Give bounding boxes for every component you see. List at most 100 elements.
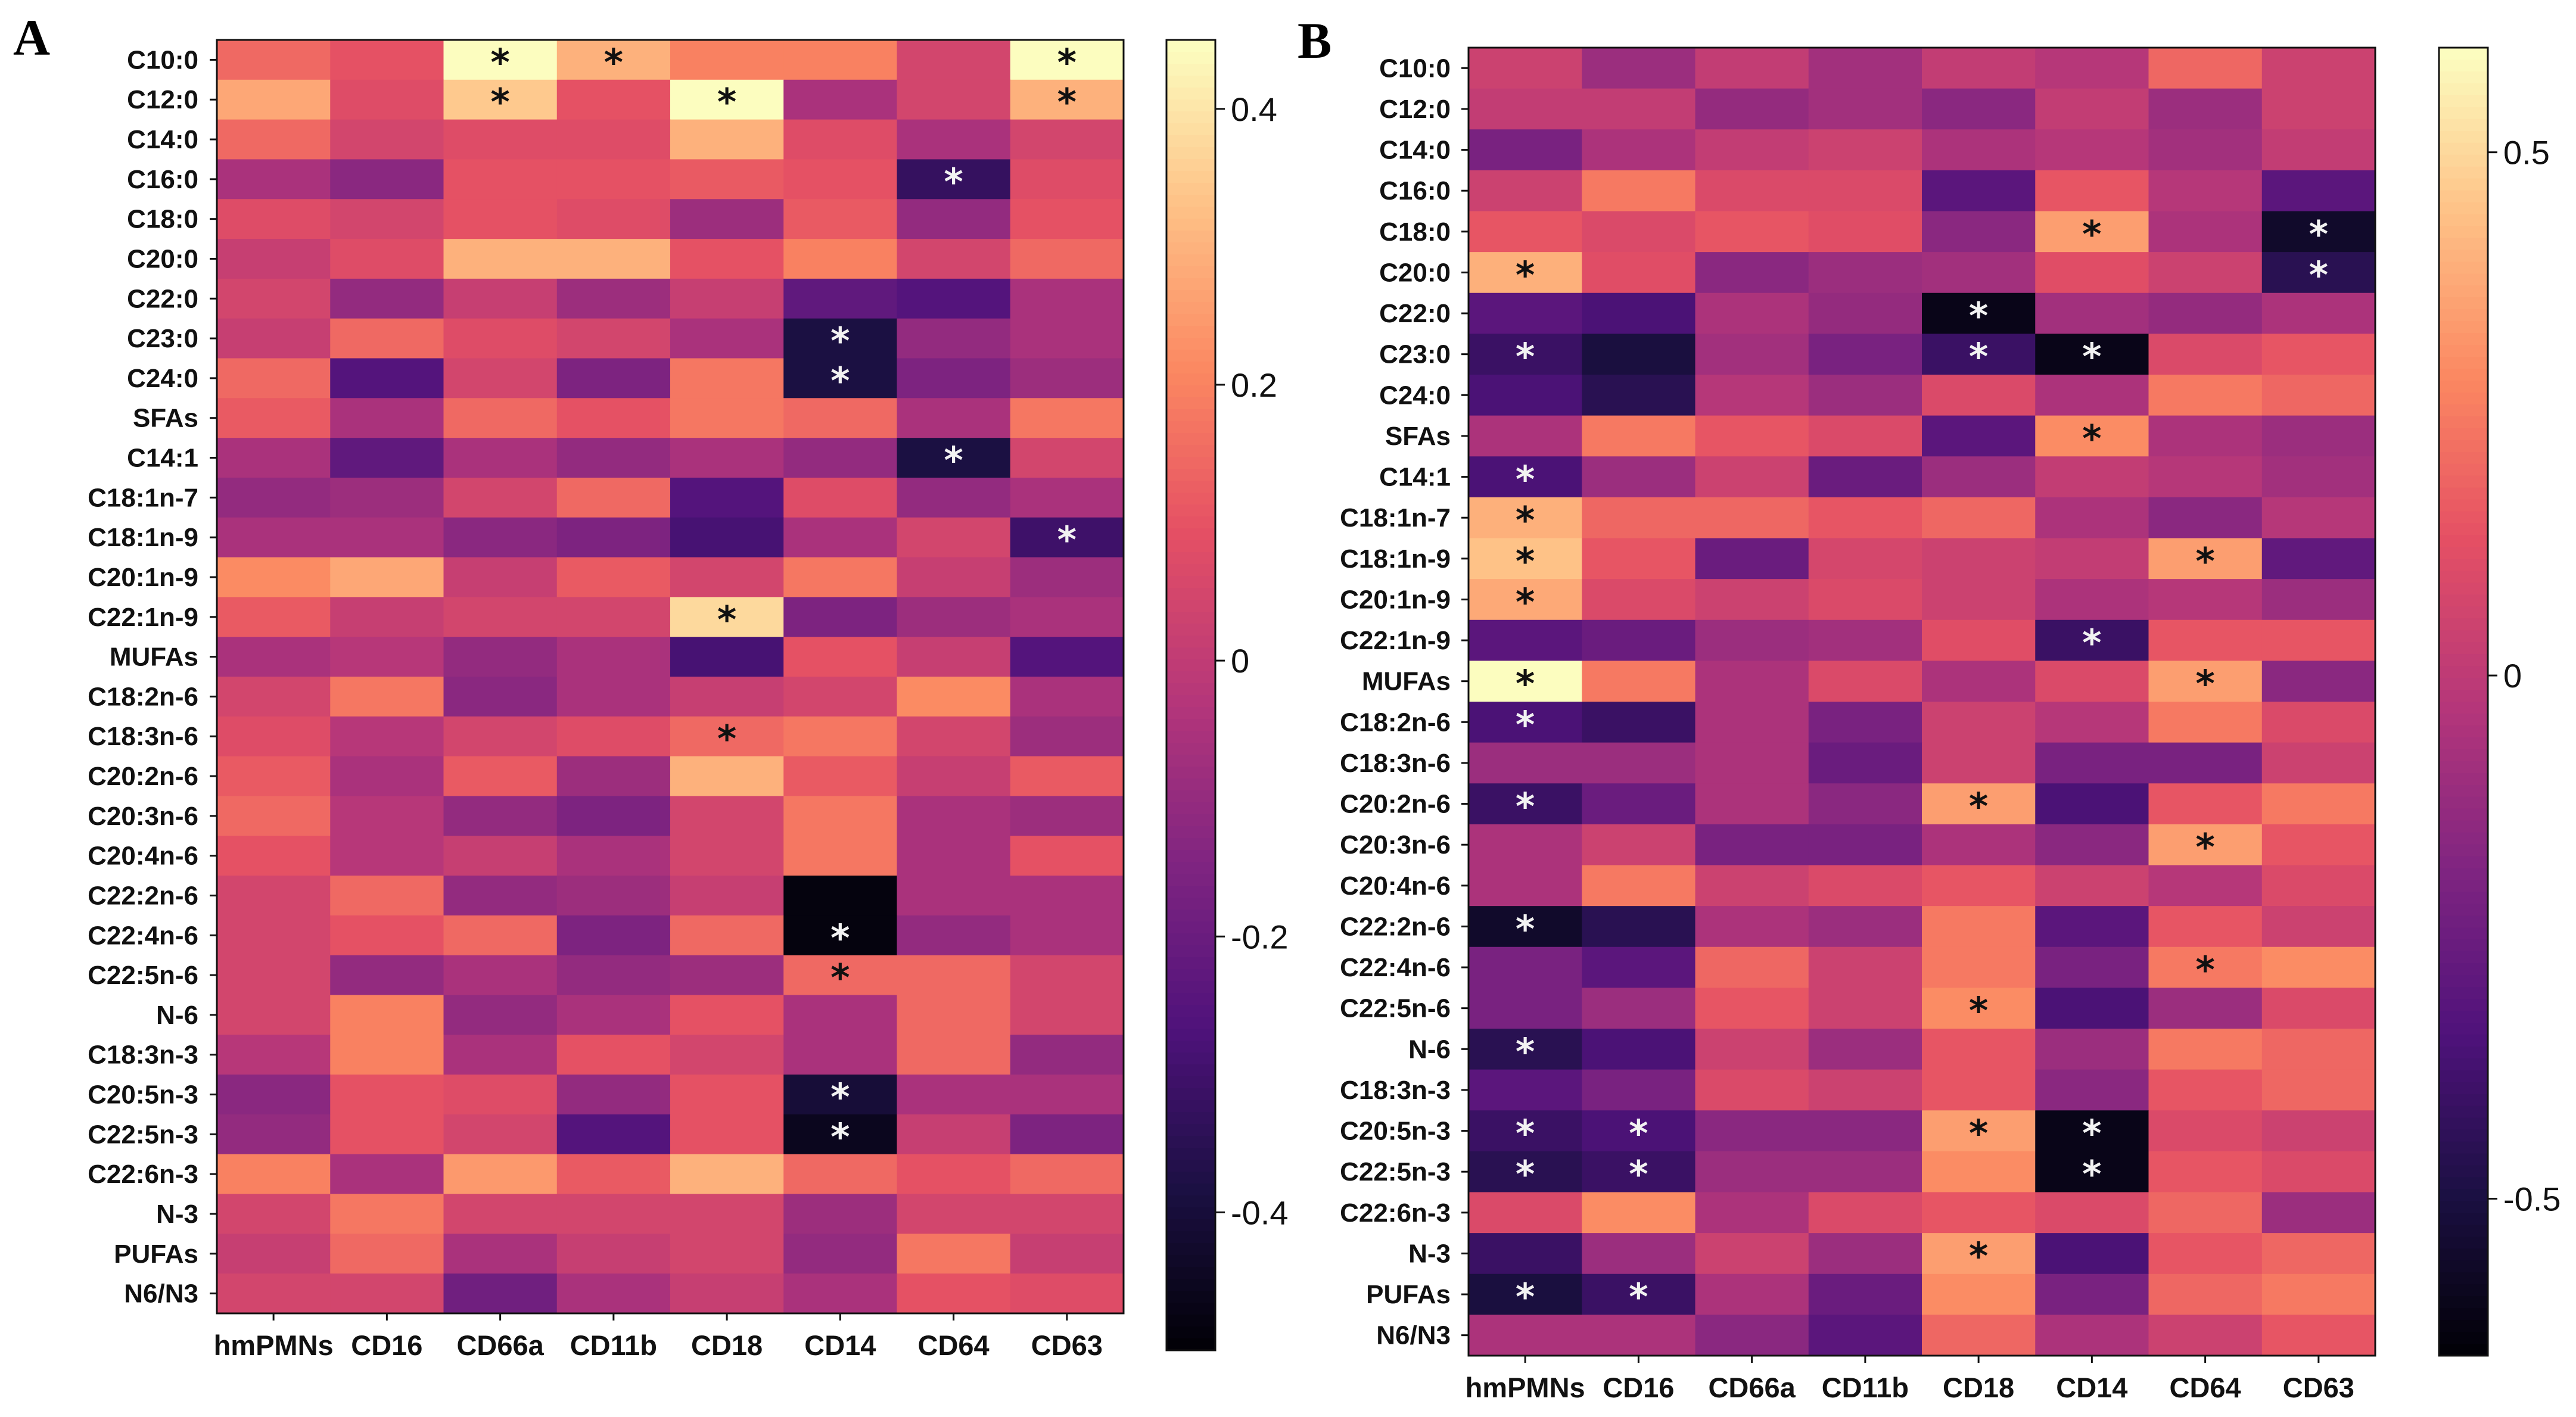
heatmap-cell [1469,1029,1582,1070]
heatmap-cell [1808,252,1922,294]
heatmap-cell [1808,292,1922,334]
colorbar-segment [2439,963,2488,976]
heatmap-cell [2148,170,2263,212]
heatmap-cell [1010,199,1124,239]
colorbar-segment [1166,1136,1215,1148]
significance-star: * [717,80,736,124]
heatmap-cell [783,239,898,279]
colorbar-segment [1166,433,1215,446]
column-label: CD63 [1031,1329,1103,1361]
heatmap-cell [2261,415,2376,457]
colorbar-segment [2439,440,2488,453]
row-label: N-6 [1408,1035,1451,1064]
colorbar-segment [2439,868,2488,881]
colorbar-segment [2439,547,2488,560]
colorbar-segment [1166,981,1215,994]
heatmap-cell [670,1075,784,1115]
heatmap-cell [330,40,444,80]
significance-star: * [1516,907,1535,951]
row-label: C20:3n-6 [1340,830,1451,859]
colorbar-segment [1166,707,1215,720]
colorbar-segment [1166,99,1215,112]
colorbar-segment [2439,202,2488,215]
heatmap-cell [556,1194,671,1234]
heatmap-cell [1695,1273,1809,1315]
heatmap-cell [443,477,558,518]
heatmap-cell [2261,211,2376,253]
significance-star: * [2309,213,2328,256]
heatmap-cell [1010,438,1124,478]
heatmap-cell [897,79,1011,120]
heatmap-cell [1582,579,1696,621]
colorbar-segment [1166,111,1215,124]
heatmap-cell [1695,619,1809,661]
heatmap-cell [1695,334,1809,375]
heatmap-cell [2035,824,2149,866]
heatmap-cell [1922,946,2036,988]
row-label: SFAs [133,404,198,433]
heatmap-cell [556,477,671,518]
heatmap-cell [1808,1192,1922,1234]
heatmap-cell [2035,1069,2149,1111]
colorbar-segment [1166,921,1215,934]
column-label: hmPMNs [214,1329,334,1361]
heatmap-cell [330,876,444,916]
heatmap-cell [1582,497,1696,539]
colorbar-segment [1166,40,1215,52]
heatmap-cell [670,955,784,996]
row-label: C14:1 [127,444,198,473]
colorbar-segment [1166,516,1215,529]
colorbar-segment [2439,666,2488,678]
heatmap-cell [217,159,331,200]
row-label: C22:4n-6 [88,921,198,950]
heatmap-cell [217,1035,331,1075]
significance-star: * [830,956,850,999]
significance-star: * [944,439,963,482]
heatmap-cell [1808,988,1922,1029]
row-label: C16:0 [127,165,198,194]
colorbar-tick-label: -0.5 [2503,1180,2561,1217]
colorbar-segment [1166,481,1215,493]
row-label: C22:5n-6 [1340,994,1451,1023]
colorbar-segment [2439,1272,2488,1285]
heatmap-cell [1922,538,2036,580]
heatmap-cell [1808,1233,1922,1275]
colorbar-segment [2439,1034,2488,1047]
heatmap-cell [1010,477,1124,518]
heatmap-cell [2148,579,2263,621]
colorbar-segment [1166,1148,1215,1160]
heatmap-cell [2261,1069,2376,1111]
heatmap-cell [670,119,784,160]
heatmap-cell [2148,1273,2263,1315]
colorbar-segment [1166,933,1215,946]
colorbar-segment [1166,445,1215,457]
heatmap-cell [1010,557,1124,597]
heatmap-cell [1922,48,2036,89]
heatmap-cell [1922,1192,2036,1234]
row-label: N6/N3 [124,1279,198,1309]
heatmap-cell [1469,211,1582,253]
heatmap-cell [2261,129,2376,171]
heatmap-cell [1469,1110,1582,1152]
heatmap-cell [783,1035,898,1075]
heatmap-cell [1582,1029,1696,1070]
heatmap-cell [1010,79,1124,120]
colorbar-segment [1166,790,1215,803]
significance-star: * [717,598,736,641]
heatmap-cell [217,756,331,797]
column-label: CD11b [570,1329,657,1361]
heatmap-cell [217,239,331,279]
heatmap-cell [556,836,671,876]
colorbar-segment [2439,487,2488,500]
heatmap-cell [2035,1233,2149,1275]
heatmap-cell [1922,1110,2036,1152]
heatmap-cell [556,239,671,279]
heatmap-cell [670,1273,784,1314]
heatmap-cell [556,677,671,717]
heatmap-cell [670,318,784,359]
colorbar-segment [2439,309,2488,322]
significance-star: * [1629,1112,1648,1156]
heatmap-cell [1922,1273,2036,1315]
heatmap-cell [1808,783,1922,825]
significance-star: * [1516,499,1535,542]
